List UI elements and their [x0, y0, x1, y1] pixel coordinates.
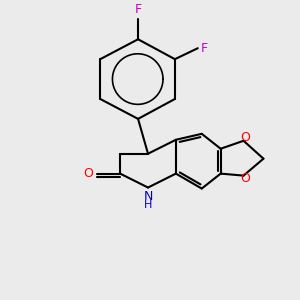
Text: O: O [241, 131, 250, 144]
Text: O: O [241, 172, 250, 185]
Text: H: H [144, 200, 152, 211]
Text: F: F [201, 42, 208, 55]
Text: O: O [83, 167, 93, 180]
Text: N: N [143, 190, 153, 202]
Text: F: F [134, 3, 142, 16]
